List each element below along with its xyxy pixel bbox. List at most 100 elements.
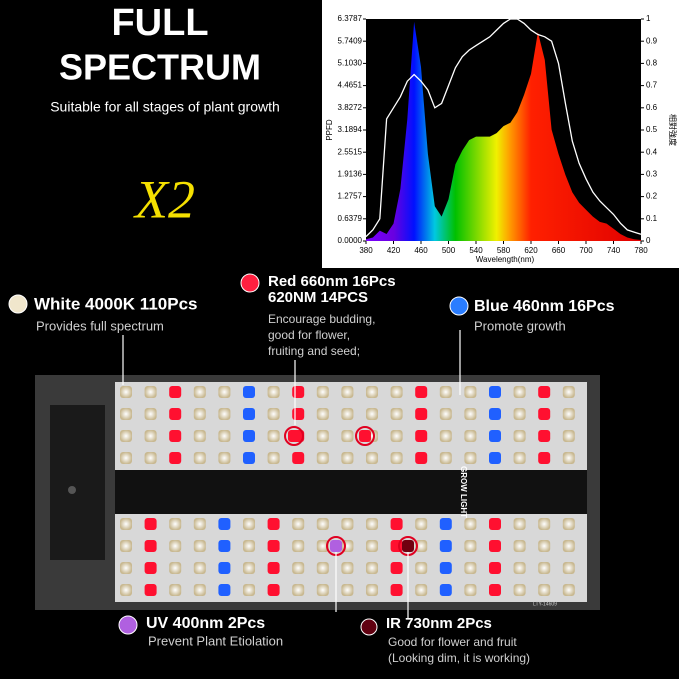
led (562, 452, 575, 464)
led (120, 430, 132, 442)
y-axis-title: PPFD (325, 119, 334, 141)
led (243, 540, 255, 552)
callout-text: Good for flower and fruit (388, 635, 517, 649)
led (366, 452, 378, 464)
led (267, 518, 280, 530)
led (489, 408, 501, 420)
led (415, 452, 428, 464)
led-special (288, 430, 300, 442)
led (144, 540, 157, 552)
led (562, 584, 575, 596)
led (267, 452, 280, 464)
led (513, 562, 526, 574)
led (218, 518, 231, 530)
led (169, 452, 182, 464)
led (390, 430, 403, 442)
x-tick-label: 700 (579, 246, 593, 255)
y2-tick-label: 0 (646, 236, 651, 245)
callout-title: Red 660nm 16Pcs (268, 273, 396, 290)
white-icon (8, 294, 28, 314)
led (243, 408, 255, 420)
blue-icon (449, 296, 469, 316)
led (169, 386, 182, 398)
y-tick-label: 3.1894 (338, 125, 363, 134)
led (169, 540, 182, 552)
led (316, 452, 329, 464)
led (439, 452, 452, 464)
y2-tick-label: 0.7 (646, 81, 658, 90)
led (267, 430, 280, 442)
x-tick-label: 580 (497, 246, 511, 255)
led (489, 562, 501, 574)
led (193, 518, 206, 530)
led (562, 408, 575, 420)
y2-tick-label: 0.1 (646, 214, 658, 223)
led (243, 430, 255, 442)
x-tick-label: 540 (469, 246, 483, 255)
led (439, 408, 452, 420)
led (562, 386, 575, 398)
led (513, 430, 526, 442)
led (464, 540, 477, 552)
led-special (330, 540, 342, 552)
callout-title: UV 400nm 2Pcs (146, 615, 265, 632)
y2-tick-label: 0.5 (646, 125, 658, 134)
led (316, 408, 329, 420)
callout-text: Promote growth (474, 318, 566, 333)
led (193, 452, 206, 464)
y2-tick-label: 1 (646, 14, 651, 23)
led (538, 584, 551, 596)
callout-lines (122, 330, 461, 618)
y2-tick-label: 0.6 (646, 103, 658, 112)
led (439, 386, 452, 398)
led (415, 584, 428, 596)
led (538, 540, 551, 552)
y-tick-label: 6.3787 (338, 14, 363, 23)
led (341, 430, 354, 442)
callout-text: fruiting and seed; (268, 344, 360, 358)
led (144, 408, 157, 420)
led (144, 518, 157, 530)
led (316, 518, 329, 530)
led (489, 584, 501, 596)
led (390, 518, 403, 530)
driver-box (50, 405, 105, 560)
spectrum-chart: Wavelength(nm) PPFD 相對強度 0.0000 0.6379 1.2… (322, 0, 679, 268)
x-tick-label: 660 (552, 246, 566, 255)
headline: FULL (111, 2, 208, 44)
led (439, 584, 452, 596)
led (193, 408, 206, 420)
led (316, 562, 329, 574)
led (366, 584, 378, 596)
led (489, 386, 501, 398)
led (292, 452, 305, 464)
led (489, 430, 501, 442)
led (366, 408, 378, 420)
callout-title: IR 730nm 2Pcs (386, 615, 492, 632)
led (562, 518, 575, 530)
led (316, 584, 329, 596)
y-tick-label: 3.8272 (338, 103, 363, 112)
x-tick-label: 740 (607, 246, 621, 255)
callout-title: Blue 460nm 16Pcs (474, 298, 615, 315)
led (415, 562, 428, 574)
callout-text: Prevent Plant Etiolation (148, 633, 283, 648)
led (562, 540, 575, 552)
x-axis-title: Wavelength(nm) (476, 255, 535, 264)
y-tick-label: 5.7409 (338, 36, 363, 45)
y-tick-label: 0.6379 (338, 214, 363, 223)
led (243, 386, 255, 398)
led (218, 408, 231, 420)
multiplier: X2 (133, 169, 195, 229)
red-icon (240, 273, 260, 293)
led-special (359, 430, 371, 442)
led (144, 452, 157, 464)
led (218, 430, 231, 442)
led (267, 386, 280, 398)
led (243, 518, 255, 530)
led (120, 452, 132, 464)
led (390, 408, 403, 420)
led (341, 562, 354, 574)
led (464, 386, 477, 398)
